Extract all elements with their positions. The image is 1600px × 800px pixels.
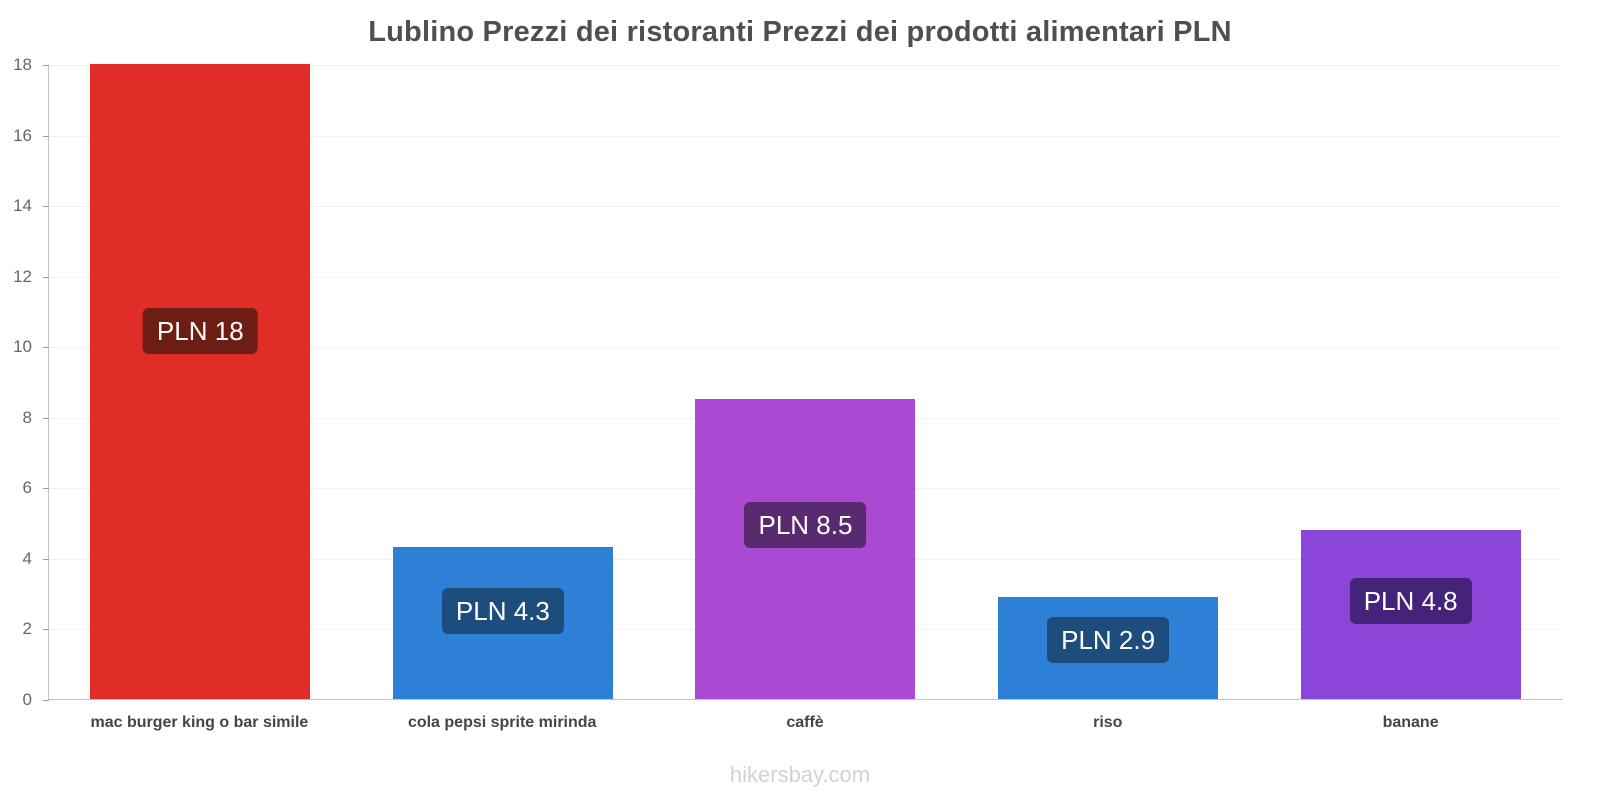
- category-label: caffè: [786, 714, 824, 731]
- y-tick-label: 16: [13, 125, 32, 145]
- y-tick-label: 14: [13, 196, 32, 216]
- bar-2: PLN 4.3: [392, 547, 613, 699]
- bar-column: PLN 4.3: [352, 65, 655, 699]
- gridline: [49, 206, 1562, 208]
- y-tick-label: 8: [22, 407, 32, 427]
- value-badge: PLN 4.8: [1349, 577, 1472, 624]
- y-tickmark: [43, 488, 49, 490]
- value-badge: PLN 4.3: [441, 588, 564, 635]
- bars-row: PLN 18 PLN 4.3 PLN 8.5 PLN 2.9 PLN 4.8: [49, 64, 1562, 699]
- y-tickmark: [43, 700, 49, 701]
- gridline: [49, 65, 1562, 66]
- value-badge: PLN 2.9: [1047, 616, 1170, 663]
- y-tickmark: [43, 135, 49, 137]
- value-badge: PLN 8.5: [744, 502, 867, 549]
- bar-column: PLN 8.5: [654, 65, 957, 699]
- category-label: riso: [1093, 714, 1123, 731]
- y-tick-label: 4: [22, 548, 32, 568]
- category-label: cola pepsi sprite mirinda: [407, 714, 597, 731]
- bar-3: PLN 8.5: [695, 399, 916, 699]
- y-tickmark: [43, 417, 49, 419]
- category-label: banane: [1382, 714, 1439, 731]
- y-axis: 0 2 4 6 8 10 12 14 16 18: [0, 55, 42, 709]
- y-tickmark: [43, 65, 49, 66]
- bar-column: PLN 2.9: [957, 65, 1260, 699]
- watermark: hikersbay.com: [729, 762, 871, 787]
- y-tick-label: 0: [22, 690, 32, 709]
- y-tickmark: [43, 558, 49, 560]
- y-tick-label: 12: [13, 266, 32, 286]
- y-tick-label: 6: [22, 478, 32, 498]
- bar-4: PLN 2.9: [998, 596, 1219, 699]
- gridline: [49, 135, 1562, 137]
- y-tick-label: 2: [22, 619, 32, 639]
- y-tickmark: [43, 629, 49, 631]
- bar-1: PLN 18: [90, 64, 311, 699]
- y-tickmark: [43, 276, 49, 278]
- plot-area: PLN 18 PLN 4.3 PLN 8.5 PLN 2.9 PLN 4.8: [43, 64, 1562, 701]
- chart-title: Lublino Prezzi dei ristoranti Prezzi dei…: [368, 16, 1232, 48]
- x-axis-labels: mac burger king o bar simile cola pepsi s…: [48, 714, 1562, 732]
- value-badge: PLN 18: [142, 307, 258, 354]
- gridline: [49, 347, 1562, 349]
- y-tick-label: 18: [13, 55, 32, 74]
- y-tick-label: 10: [13, 337, 32, 357]
- bar-column: PLN 4.8: [1259, 65, 1562, 699]
- bar-column: PLN 18: [49, 64, 352, 699]
- bar-5: PLN 4.8: [1300, 529, 1521, 699]
- y-tickmark: [43, 347, 49, 349]
- category-label: mac burger king o bar simile: [90, 714, 309, 731]
- gridline: [49, 276, 1562, 278]
- y-tickmark: [43, 206, 49, 208]
